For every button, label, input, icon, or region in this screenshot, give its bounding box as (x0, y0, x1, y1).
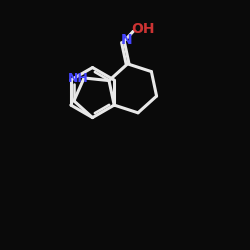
Text: NH: NH (68, 72, 89, 86)
Text: OH: OH (131, 22, 155, 36)
Text: N: N (121, 33, 132, 47)
